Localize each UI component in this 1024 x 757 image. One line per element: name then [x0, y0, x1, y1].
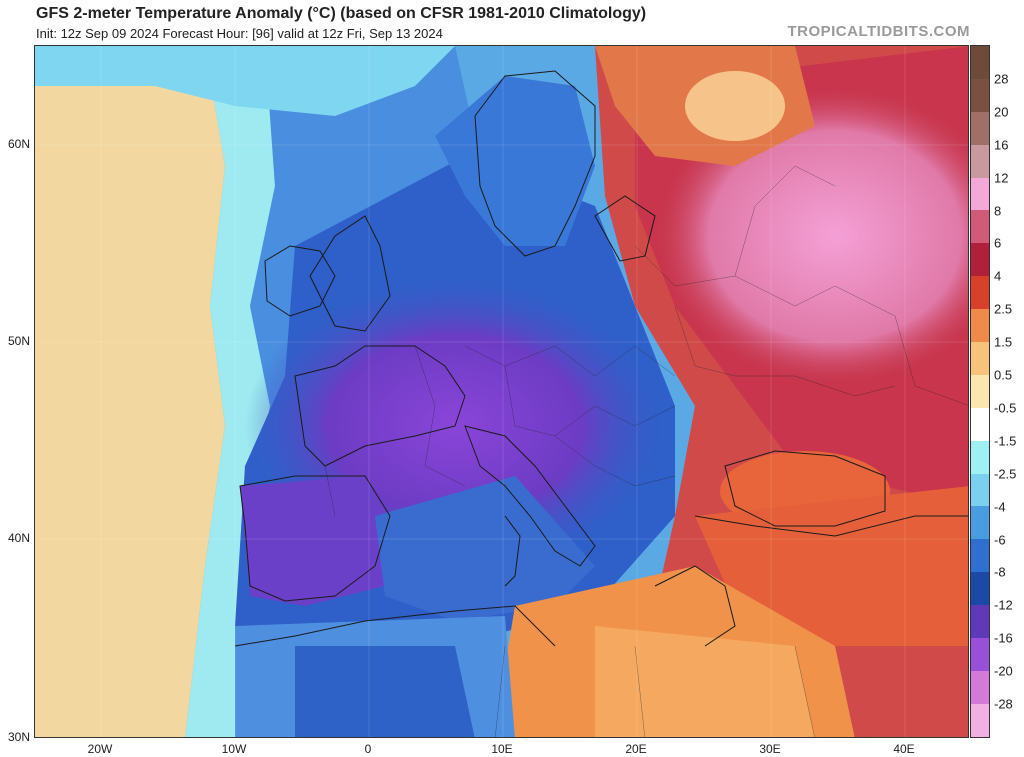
colorbar-tick-label: 2.5	[994, 301, 1013, 317]
lon-label-10w: 10W	[221, 742, 247, 756]
lon-label-0: 0	[364, 742, 372, 756]
colorbar-tick-label: -1.5	[994, 433, 1017, 449]
colorbar-tick-label: 0.5	[994, 367, 1013, 383]
colorbar-legend	[970, 45, 990, 738]
colorbar-cell	[971, 407, 989, 441]
colorbar-tick-label: -20	[994, 663, 1013, 679]
colorbar-cell	[971, 572, 989, 606]
lon-label-40e: 40E	[893, 742, 915, 756]
anomaly-field	[35, 46, 968, 737]
lat-label-40n: 40N	[7, 531, 30, 545]
map-title: GFS 2-meter Temperature Anomaly (°C) (ba…	[36, 5, 647, 22]
colorbar-tick-label: -16	[994, 630, 1013, 646]
colorbar-cell	[971, 309, 989, 343]
lat-label-50n: 50N	[7, 334, 30, 348]
colorbar-tick-label: 28	[994, 71, 1009, 87]
colorbar-cell	[971, 539, 989, 573]
lon-label-30e: 30E	[759, 742, 781, 756]
colorbar-tick-label: -4	[994, 499, 1006, 515]
colorbar-cell	[971, 605, 989, 639]
colorbar-cell	[971, 78, 989, 112]
colorbar-cell	[971, 177, 989, 211]
colorbar-tick-label: -6	[994, 532, 1006, 548]
forecast-info: Init: 12z Sep 09 2024 Forecast Hour: [96…	[36, 26, 443, 41]
temperature-anomaly-map	[34, 45, 969, 738]
colorbar-tick-label: 12	[994, 170, 1009, 186]
colorbar-cell	[971, 670, 989, 704]
colorbar-tick-label: 6	[994, 235, 1002, 251]
colorbar-cell	[971, 473, 989, 507]
colorbar-cell	[971, 46, 989, 79]
colorbar-cell	[971, 638, 989, 671]
colorbar-cell	[971, 342, 989, 375]
lat-label-30n: 30N	[7, 730, 30, 744]
colorbar-tick-label: 8	[994, 203, 1002, 219]
lat-label-60n: 60N	[7, 137, 30, 151]
colorbar-tick-label: 16	[994, 137, 1009, 153]
colorbar-cell	[971, 276, 989, 310]
colorbar-tick-label: -2.5	[994, 466, 1017, 482]
colorbar-cell	[971, 210, 989, 244]
colorbar-cell	[971, 144, 989, 178]
colorbar-tick-label: -8	[994, 564, 1006, 580]
colorbar-tick-label: 20	[994, 104, 1009, 120]
colorbar-tick-label: 1.5	[994, 334, 1013, 350]
site-watermark: TROPICALTIDBITS.COM	[787, 23, 970, 40]
colorbar-tick-label: -28	[994, 696, 1013, 712]
colorbar-cell	[971, 440, 989, 474]
colorbar-tick-label: -12	[994, 597, 1013, 613]
colorbar-cell	[971, 243, 989, 277]
colorbar-tick-label: 4	[994, 268, 1002, 284]
colorbar-cell	[971, 506, 989, 540]
lon-label-20e: 20E	[625, 742, 647, 756]
lon-label-20w: 20W	[87, 742, 113, 756]
colorbar-cell	[971, 703, 989, 737]
lon-label-10e: 10E	[491, 742, 513, 756]
colorbar-cell	[971, 374, 989, 408]
colorbar-tick-label: -0.5	[994, 400, 1017, 416]
colorbar-cell	[971, 111, 989, 145]
